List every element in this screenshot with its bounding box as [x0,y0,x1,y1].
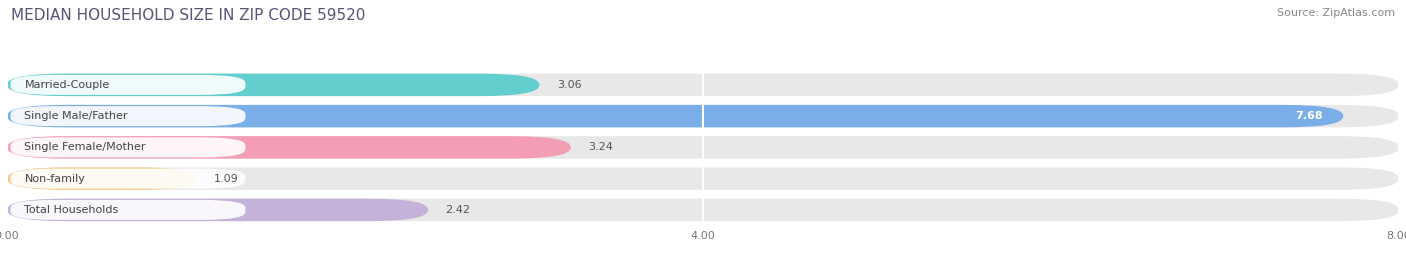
FancyBboxPatch shape [7,105,1343,128]
Text: Single Male/Father: Single Male/Father [24,111,128,121]
FancyBboxPatch shape [10,106,246,126]
Text: 2.42: 2.42 [446,205,471,215]
Text: 3.24: 3.24 [588,142,613,152]
FancyBboxPatch shape [10,200,246,220]
FancyBboxPatch shape [7,199,1399,221]
FancyBboxPatch shape [7,136,571,159]
Text: MEDIAN HOUSEHOLD SIZE IN ZIP CODE 59520: MEDIAN HOUSEHOLD SIZE IN ZIP CODE 59520 [11,8,366,23]
FancyBboxPatch shape [7,105,1399,128]
Text: Married-Couple: Married-Couple [24,80,110,90]
FancyBboxPatch shape [7,74,540,96]
FancyBboxPatch shape [10,169,246,189]
Text: Non-family: Non-family [24,174,86,184]
FancyBboxPatch shape [7,74,1399,96]
Text: 1.09: 1.09 [214,174,239,184]
FancyBboxPatch shape [7,136,1399,159]
Text: Single Female/Mother: Single Female/Mother [24,142,146,152]
Text: 7.68: 7.68 [1295,111,1323,121]
Text: Source: ZipAtlas.com: Source: ZipAtlas.com [1277,8,1395,18]
Text: Total Households: Total Households [24,205,118,215]
FancyBboxPatch shape [7,167,197,190]
FancyBboxPatch shape [10,137,246,157]
Text: 3.06: 3.06 [557,80,582,90]
FancyBboxPatch shape [7,199,427,221]
FancyBboxPatch shape [10,75,246,95]
FancyBboxPatch shape [7,167,1399,190]
